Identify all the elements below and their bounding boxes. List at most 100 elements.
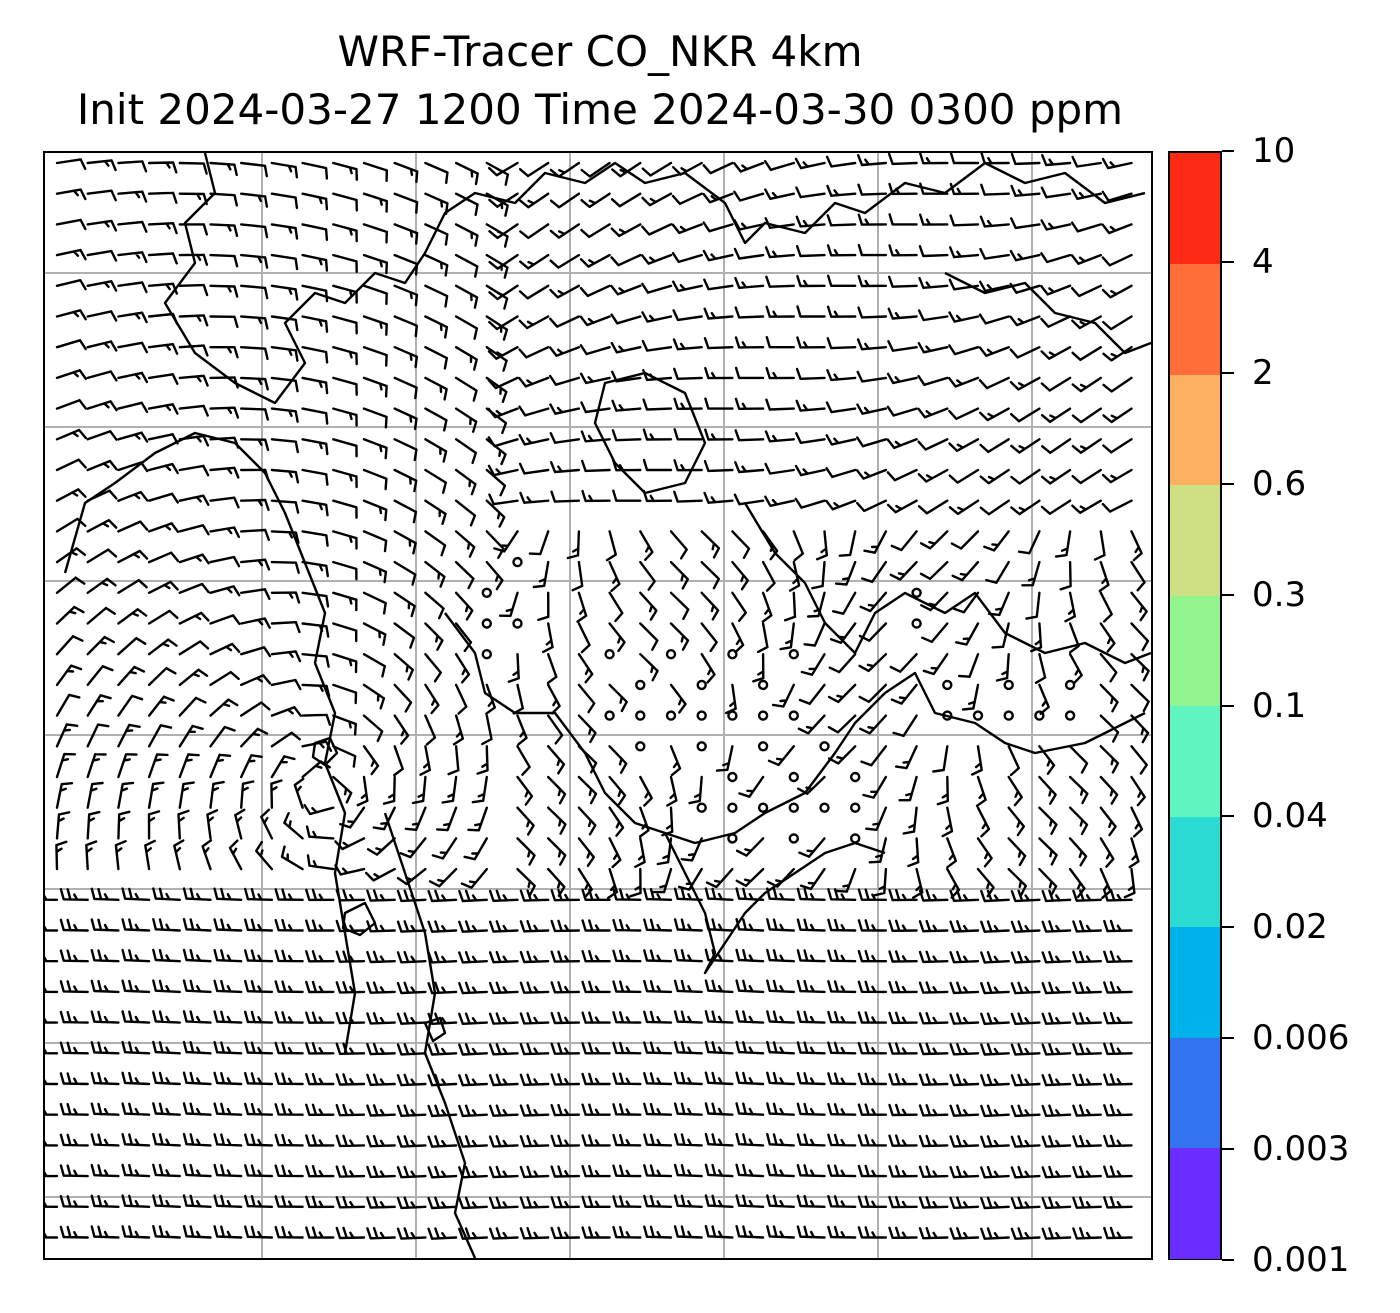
wind-barb xyxy=(547,837,567,866)
wind-barb xyxy=(332,223,358,243)
wind-barb xyxy=(121,1010,151,1024)
calm-wind-circle xyxy=(1064,710,1076,721)
wind-barb xyxy=(639,560,656,591)
wind-barb xyxy=(549,223,581,239)
wind-barb xyxy=(886,499,918,514)
calm-wind-circle xyxy=(512,556,523,568)
wind-barb xyxy=(301,760,331,779)
wind-barb xyxy=(240,558,271,571)
wind-barb xyxy=(518,434,550,446)
wind-barb xyxy=(825,499,857,511)
wind-barb xyxy=(1101,499,1133,513)
wind-barb xyxy=(498,591,519,617)
wind-barb xyxy=(771,683,795,708)
wind-barb xyxy=(734,429,765,442)
wind-barb xyxy=(1040,315,1072,328)
wind-barb xyxy=(765,305,795,318)
wind-barb xyxy=(784,591,797,622)
wind-barb xyxy=(1071,468,1102,485)
wind-barb xyxy=(117,160,148,173)
wind-barb xyxy=(799,867,826,891)
wind-barb xyxy=(673,1133,703,1147)
wind-barb xyxy=(547,745,566,775)
calm-wind-circle xyxy=(1064,679,1076,691)
wind-barb xyxy=(581,888,611,901)
wind-barb xyxy=(761,530,779,561)
wind-barb xyxy=(827,1195,857,1208)
wind-barb xyxy=(117,608,148,625)
wind-barb xyxy=(1041,1073,1072,1087)
wind-barb xyxy=(147,282,178,295)
wind-barb xyxy=(731,591,747,622)
wind-barb xyxy=(735,1071,765,1086)
wind-barb xyxy=(550,950,581,963)
wind-barb xyxy=(393,315,418,338)
wind-barb xyxy=(335,889,366,902)
wind-barb xyxy=(454,253,479,278)
coastline-northeast xyxy=(944,271,1151,355)
wind-barb xyxy=(244,1102,274,1116)
wind-barb xyxy=(1093,530,1106,561)
wind-barb xyxy=(889,560,918,581)
wind-barb xyxy=(240,528,270,541)
wind-barb xyxy=(332,192,358,212)
wind-barb xyxy=(117,431,149,443)
wind-barb xyxy=(209,466,240,479)
wind-barb xyxy=(995,653,1010,682)
wind-barb xyxy=(519,981,550,994)
wind-barb xyxy=(672,280,703,293)
wind-barb xyxy=(1103,950,1133,963)
wind-barb xyxy=(454,376,478,402)
wind-barb xyxy=(488,1043,519,1056)
wind-barb xyxy=(671,192,703,205)
wind-barb xyxy=(240,192,269,208)
wind-barb xyxy=(1010,1043,1041,1056)
wind-barb xyxy=(467,806,488,832)
wind-barb xyxy=(580,161,611,178)
wind-barb xyxy=(859,591,888,613)
wind-barb xyxy=(424,253,449,277)
wind-barb xyxy=(45,986,59,994)
wind-barb xyxy=(895,745,918,770)
wind-barb xyxy=(612,1011,642,1024)
wind-barb xyxy=(121,887,151,901)
wind-barb xyxy=(516,806,535,836)
wind-barb xyxy=(642,398,673,411)
wind-barb xyxy=(680,837,703,862)
wind-barb xyxy=(550,919,581,933)
colorbar-segment xyxy=(1170,374,1220,485)
wind-barb xyxy=(581,1011,611,1024)
wind-barb xyxy=(1099,622,1116,653)
wind-barb xyxy=(393,530,417,555)
wind-barb xyxy=(152,887,181,901)
wind-barb xyxy=(949,214,980,227)
wind-barb xyxy=(182,1040,212,1055)
wind-barb xyxy=(1130,560,1146,592)
calm-wind-circle xyxy=(788,710,799,721)
wind-barb xyxy=(454,315,479,340)
wind-barb xyxy=(332,253,358,273)
wind-barb xyxy=(1040,346,1072,360)
colorbar xyxy=(1168,151,1222,1260)
wind-barb xyxy=(55,605,85,625)
wind-barb xyxy=(827,1010,857,1024)
wind-barb xyxy=(917,407,949,419)
wind-barb xyxy=(1099,591,1113,623)
wind-barb xyxy=(1010,1227,1041,1240)
wind-barb xyxy=(612,1133,642,1147)
wind-barb xyxy=(795,215,826,228)
wind-barb xyxy=(703,459,734,473)
wind-barb xyxy=(1040,376,1072,392)
wind-barb xyxy=(1101,284,1133,299)
wind-barb xyxy=(396,1135,427,1148)
wind-barb xyxy=(55,752,76,779)
wind-barb xyxy=(797,775,826,795)
wind-barb xyxy=(827,980,857,994)
wind-barb xyxy=(735,1225,765,1239)
wind-barb xyxy=(796,1225,826,1239)
calm-wind-circle xyxy=(696,679,707,691)
wind-barb xyxy=(610,223,642,238)
wind-barb xyxy=(936,775,949,806)
wind-barb xyxy=(270,346,299,362)
wind-barb xyxy=(1010,1196,1041,1210)
